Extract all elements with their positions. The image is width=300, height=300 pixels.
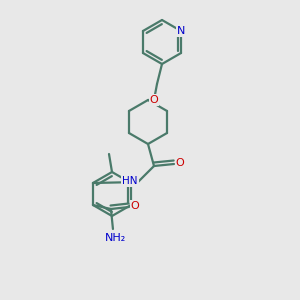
Text: NH₂: NH₂ xyxy=(105,233,127,243)
Text: O: O xyxy=(150,95,158,105)
Text: HN: HN xyxy=(122,176,138,186)
Text: O: O xyxy=(130,201,139,211)
Text: O: O xyxy=(176,158,184,168)
Text: N: N xyxy=(177,26,185,36)
